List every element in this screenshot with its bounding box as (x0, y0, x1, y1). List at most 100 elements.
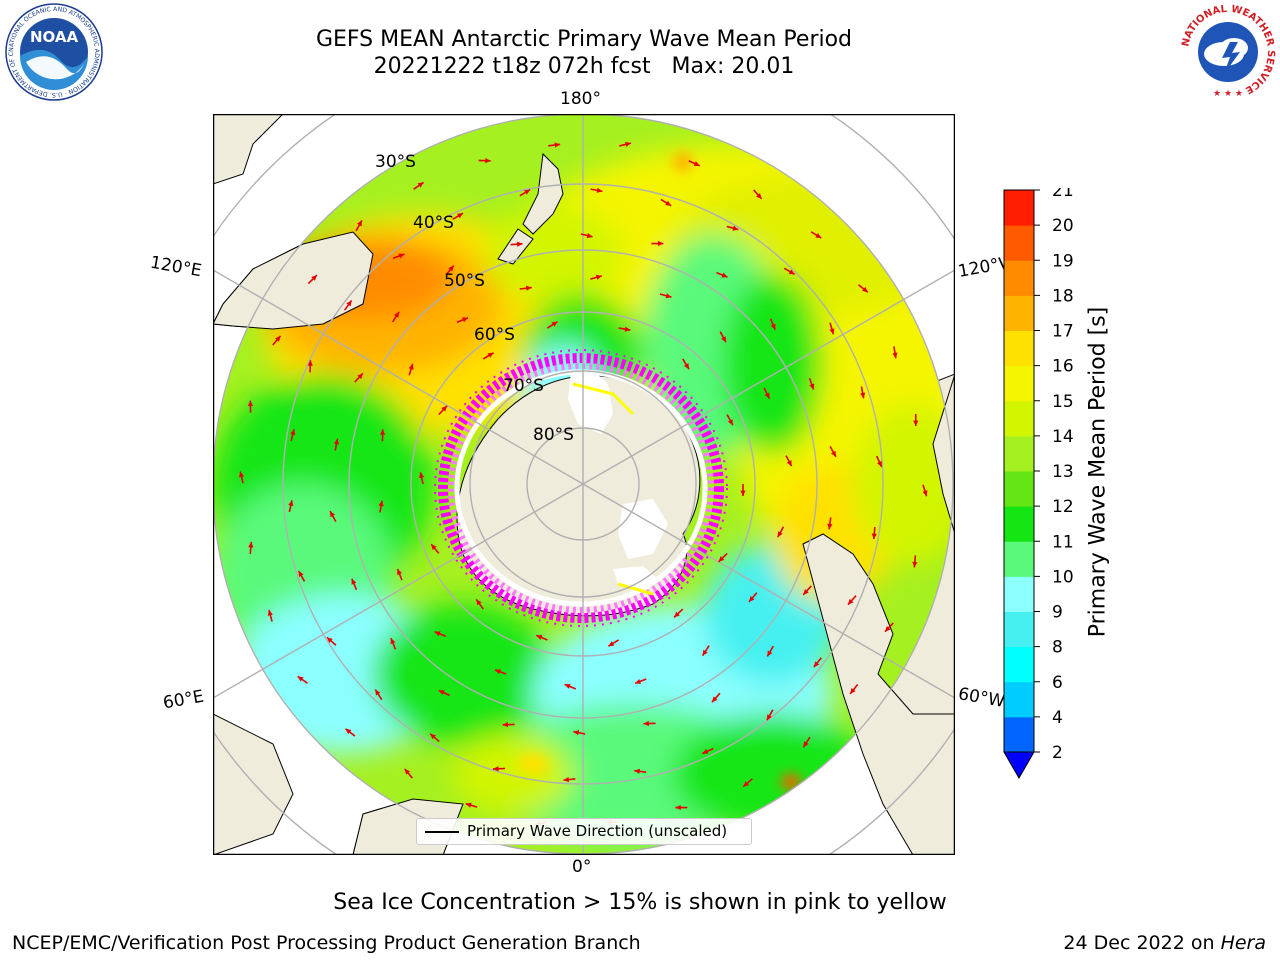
lon-label-180: 180° (560, 89, 601, 109)
colorbar-ticks: 2 4 6 8 9 10 11 12 13 14 15 16 17 18 19 20 21 (1034, 188, 1074, 763)
direction-arrowhead-icon (351, 578, 357, 585)
direction-arrowhead-icon (419, 472, 425, 479)
colorbar-swatch (1004, 225, 1034, 261)
direction-arrowhead-icon (803, 741, 809, 748)
legend-line-swatch (425, 831, 459, 833)
direction-arrowhead-icon (516, 241, 523, 247)
footer-date-text: 24 Dec 2022 on (1063, 932, 1215, 954)
colorbar-tick-label: 2 (1052, 743, 1063, 763)
colorbar-swatch (1004, 541, 1034, 577)
direction-arrowhead-icon (892, 352, 898, 359)
direction-arrowhead-icon (770, 323, 776, 330)
direction-arrowhead-icon (625, 141, 631, 147)
direction-arrowhead-icon (379, 429, 386, 435)
direction-arrowhead-icon (608, 641, 615, 647)
colorbar-tick-label: 8 (1052, 638, 1063, 658)
direction-arrowhead-icon (871, 533, 877, 540)
direction-arrowhead-icon (674, 611, 680, 618)
direction-arrowhead-icon (502, 722, 509, 728)
footer-date: 24 Dec 2022 on Hera (1063, 932, 1266, 954)
colorbar-tick-label: 13 (1052, 462, 1074, 482)
lat-label-50s: 50°S (444, 271, 485, 291)
map-frame-border (213, 114, 955, 855)
direction-arrowhead-icon (912, 561, 918, 568)
direction-arrowhead-icon (813, 661, 820, 668)
chart-subtitle: 20221222 t18z 072h fcst Max: 20.01 (373, 54, 795, 79)
direction-arrowhead-icon (764, 392, 770, 399)
direction-arrowhead-icon (390, 638, 396, 645)
direction-arrowhead-icon (743, 781, 750, 787)
direction-arrowhead-icon (311, 275, 317, 281)
direction-arrowhead-icon (564, 683, 571, 689)
colorbar-label: Primary Wave Mean Period [s] (1085, 306, 1111, 638)
direction-arrowhead-icon (586, 233, 593, 239)
direction-arrowhead-icon (718, 556, 725, 562)
direction-arrowhead-icon (563, 776, 570, 783)
direction-arrowhead-icon (275, 335, 281, 342)
colorbar-swatch (1004, 471, 1034, 507)
direction-arrowhead-icon (397, 568, 402, 575)
direction-arrowhead-icon (634, 768, 640, 774)
direction-arrowhead-icon (595, 274, 602, 280)
legend-label: Primary Wave Direction (unscaled) (467, 822, 728, 840)
lat-label-70s: 70°S (503, 376, 544, 396)
direction-arrowhead-icon (536, 635, 543, 640)
colorbar-swatch (1004, 190, 1034, 226)
direction-arrowhead-icon (330, 511, 335, 518)
lat-label-60s: 60°S (474, 325, 515, 345)
footer-credit: NCEP/EMC/Verification Post Processing Pr… (12, 932, 641, 954)
colorbar-swatch (1004, 365, 1034, 402)
direction-arrowhead-icon (524, 189, 531, 195)
direction-arrowhead-icon (493, 766, 499, 772)
lat-label-30s: 30°S (375, 152, 416, 172)
direction-arrowhead-icon (860, 392, 866, 399)
direction-arrowhead-icon (288, 500, 294, 507)
svg-text:★ ★ ★: ★ ★ ★ (1213, 89, 1243, 99)
lat-label-80s: 80°S (533, 425, 574, 445)
nws-logo: NATIONAL WEATHER SERVICE ★ ★ ★ (1180, 4, 1276, 100)
direction-arrowhead-icon (803, 589, 809, 595)
colorbar-swatch (1004, 611, 1034, 648)
direction-arrowhead-icon (624, 326, 631, 332)
colorbar-tick-label: 9 (1052, 603, 1063, 623)
noaa-logo: NATIONAL OCEANIC AND ATMOSPHERIC ADMINIS… (4, 2, 103, 101)
direction-arrowhead-icon (665, 200, 672, 206)
colorbar-swatch (1004, 400, 1034, 437)
direction-arrowhead-icon (702, 748, 709, 754)
colorbar-tick-label: 4 (1052, 708, 1063, 728)
direction-arrowhead-icon (290, 429, 296, 436)
direction-arrowhead-icon (885, 625, 891, 632)
direction-arrowhead-icon (786, 460, 792, 467)
polar-map (213, 114, 955, 855)
direction-arrowhead-icon (596, 187, 603, 193)
direction-arrowhead-icon (721, 336, 726, 343)
colorbar-blocks (1003, 189, 1035, 780)
colorbar-tick-label: 15 (1052, 392, 1074, 412)
direction-arrowhead-icon (326, 637, 333, 643)
direction-arrowhead-icon (457, 213, 464, 219)
lon-label-0: 0° (572, 857, 592, 877)
direction-arrowhead-icon (247, 400, 254, 407)
direction-arrowhead-icon (267, 610, 273, 616)
map-legend: Primary Wave Direction (unscaled) (416, 818, 752, 845)
direction-arrowhead-icon (829, 328, 835, 335)
colorbar-swatch (1004, 716, 1034, 753)
direction-arrowhead-icon (441, 405, 448, 412)
chart-title: GEFS MEAN Antarctic Primary Wave Mean Pe… (315, 27, 853, 52)
direction-arrowhead-icon (573, 730, 580, 736)
colorbar-extend-triangle (1003, 751, 1035, 780)
colorbar-swatch (1004, 260, 1034, 296)
svg-text:NOAA: NOAA (30, 28, 79, 46)
direction-arrowhead-icon (297, 676, 304, 682)
direction-arrowhead-icon (346, 300, 352, 307)
direction-arrowhead-icon (248, 541, 254, 548)
colorbar-tick-label: 16 (1052, 357, 1074, 377)
direction-arrowhead-icon (643, 720, 649, 727)
direction-arrowhead-icon (434, 631, 441, 637)
direction-arrowhead-icon (378, 500, 384, 507)
direction-arrowhead-icon (756, 193, 762, 199)
direction-arrowhead-icon (767, 650, 773, 657)
direction-arrowhead-icon (683, 363, 690, 370)
direction-arrowhead-icon (809, 383, 815, 390)
direction-arrowhead-icon (665, 293, 672, 299)
